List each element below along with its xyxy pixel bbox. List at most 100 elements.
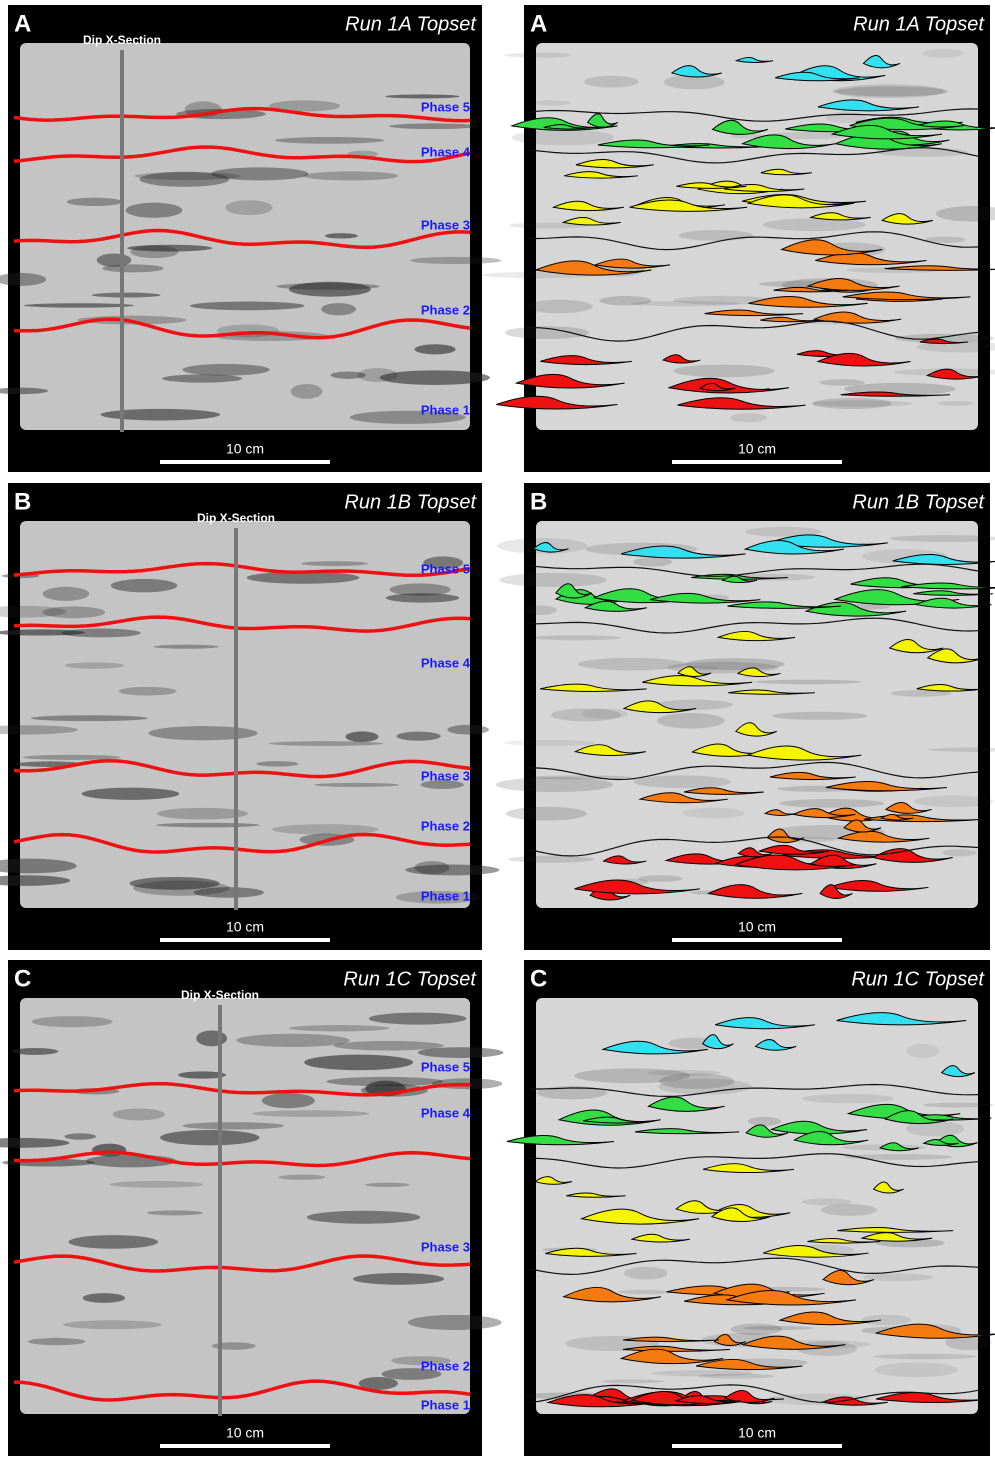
dark-streak bbox=[531, 635, 621, 640]
dark-streak bbox=[12, 1048, 58, 1055]
scale-label: 10 cm bbox=[738, 919, 776, 935]
dark-streak bbox=[584, 76, 639, 88]
dark-streak bbox=[43, 587, 90, 601]
dark-streak bbox=[307, 1211, 421, 1224]
dark-streak bbox=[301, 561, 368, 566]
dark-streak bbox=[658, 1079, 752, 1095]
phase-label: Phase 2 bbox=[421, 1358, 470, 1373]
dark-streak bbox=[111, 579, 177, 592]
dark-streak bbox=[190, 301, 305, 310]
dark-streak bbox=[657, 713, 725, 729]
phase-label: Phase 3 bbox=[421, 768, 470, 783]
dip-section-label: Dip X-Section bbox=[181, 988, 259, 1002]
dark-streak bbox=[673, 365, 774, 378]
dark-streak bbox=[819, 379, 865, 386]
dark-streak bbox=[314, 783, 399, 787]
dark-streak bbox=[196, 1030, 227, 1046]
dark-streak bbox=[369, 1013, 466, 1025]
dark-streak bbox=[679, 230, 754, 241]
dark-streak bbox=[182, 364, 269, 376]
dark-streak bbox=[415, 344, 456, 354]
dark-streak bbox=[140, 172, 230, 187]
dark-streak bbox=[256, 761, 298, 766]
dark-streak bbox=[523, 606, 557, 615]
dark-streak bbox=[110, 1181, 204, 1188]
phase-label: Phase 1 bbox=[421, 888, 470, 903]
dark-streak bbox=[526, 300, 593, 314]
dark-streak bbox=[126, 203, 183, 218]
dark-streak bbox=[763, 218, 866, 231]
panel-letter: B bbox=[14, 488, 31, 515]
dark-streak bbox=[755, 680, 861, 684]
dark-streak bbox=[618, 1290, 673, 1295]
phase-label: Phase 1 bbox=[421, 402, 470, 417]
dark-streak bbox=[924, 1103, 994, 1108]
phase-label: Phase 2 bbox=[421, 302, 470, 317]
scale-label: 10 cm bbox=[738, 1425, 776, 1441]
dark-streak bbox=[345, 731, 378, 742]
dark-streak bbox=[101, 409, 220, 421]
dark-streak bbox=[942, 849, 977, 856]
dark-streak bbox=[289, 1025, 390, 1031]
dark-streak bbox=[304, 1055, 413, 1071]
dark-streak bbox=[698, 1374, 774, 1379]
dark-streak bbox=[906, 1044, 939, 1058]
dark-streak bbox=[873, 1354, 977, 1360]
dark-streak bbox=[83, 1293, 125, 1303]
scale-label: 10 cm bbox=[738, 441, 776, 457]
dark-streak bbox=[97, 254, 132, 267]
panel-title: Run 1B Topset bbox=[344, 491, 477, 513]
dark-streak bbox=[156, 823, 260, 828]
dark-streak bbox=[682, 808, 744, 818]
dark-streak bbox=[325, 233, 358, 238]
phase-label: Phase 2 bbox=[421, 818, 470, 833]
dark-streak bbox=[148, 726, 257, 740]
dark-streak bbox=[504, 740, 595, 746]
dark-streak bbox=[162, 374, 242, 382]
dark-streak bbox=[396, 732, 440, 741]
dark-streak bbox=[130, 245, 178, 258]
dark-streak bbox=[182, 1122, 284, 1129]
dark-streak bbox=[861, 1315, 911, 1326]
dark-streak bbox=[447, 725, 489, 735]
panel-letter: C bbox=[14, 965, 31, 992]
dark-streak bbox=[334, 1041, 444, 1051]
dark-streak bbox=[82, 788, 180, 800]
dark-streak bbox=[92, 293, 161, 298]
dark-streak bbox=[504, 53, 571, 58]
dark-streak bbox=[389, 123, 477, 129]
dark-streak bbox=[802, 1094, 894, 1103]
dark-streak bbox=[418, 1047, 504, 1058]
dark-streak bbox=[32, 1016, 113, 1027]
dark-streak bbox=[65, 662, 124, 668]
dark-streak bbox=[63, 1320, 162, 1329]
dark-streak bbox=[821, 1204, 877, 1216]
dark-streak bbox=[64, 1133, 96, 1140]
dark-streak bbox=[748, 1117, 781, 1126]
panel-letter: A bbox=[530, 10, 547, 37]
panel-letter: C bbox=[530, 965, 547, 992]
core-image bbox=[536, 998, 978, 1414]
dark-streak bbox=[353, 1273, 444, 1285]
phase-label: Phase 4 bbox=[421, 1105, 471, 1120]
dark-streak bbox=[275, 137, 384, 144]
dark-streak bbox=[551, 708, 621, 721]
dark-streak bbox=[730, 413, 767, 422]
dark-streak bbox=[278, 1175, 325, 1180]
dip-section-label: Dip X-Section bbox=[83, 33, 161, 47]
dark-streak bbox=[499, 573, 606, 587]
dark-streak bbox=[113, 1109, 165, 1121]
dark-streak bbox=[779, 799, 884, 808]
panel-title: Run 1C Topset bbox=[851, 968, 985, 990]
dark-streak bbox=[638, 875, 682, 882]
dark-streak bbox=[380, 370, 490, 385]
dark-streak bbox=[291, 384, 323, 399]
dark-streak bbox=[147, 1210, 203, 1215]
dip-section-label: Dip X-Section bbox=[197, 511, 275, 525]
dark-streak bbox=[875, 1362, 958, 1377]
phase-label: Phase 5 bbox=[421, 1059, 470, 1074]
dark-streak bbox=[262, 1093, 315, 1108]
dark-streak bbox=[512, 130, 615, 146]
dark-streak bbox=[130, 877, 220, 890]
dark-streak bbox=[496, 777, 613, 792]
